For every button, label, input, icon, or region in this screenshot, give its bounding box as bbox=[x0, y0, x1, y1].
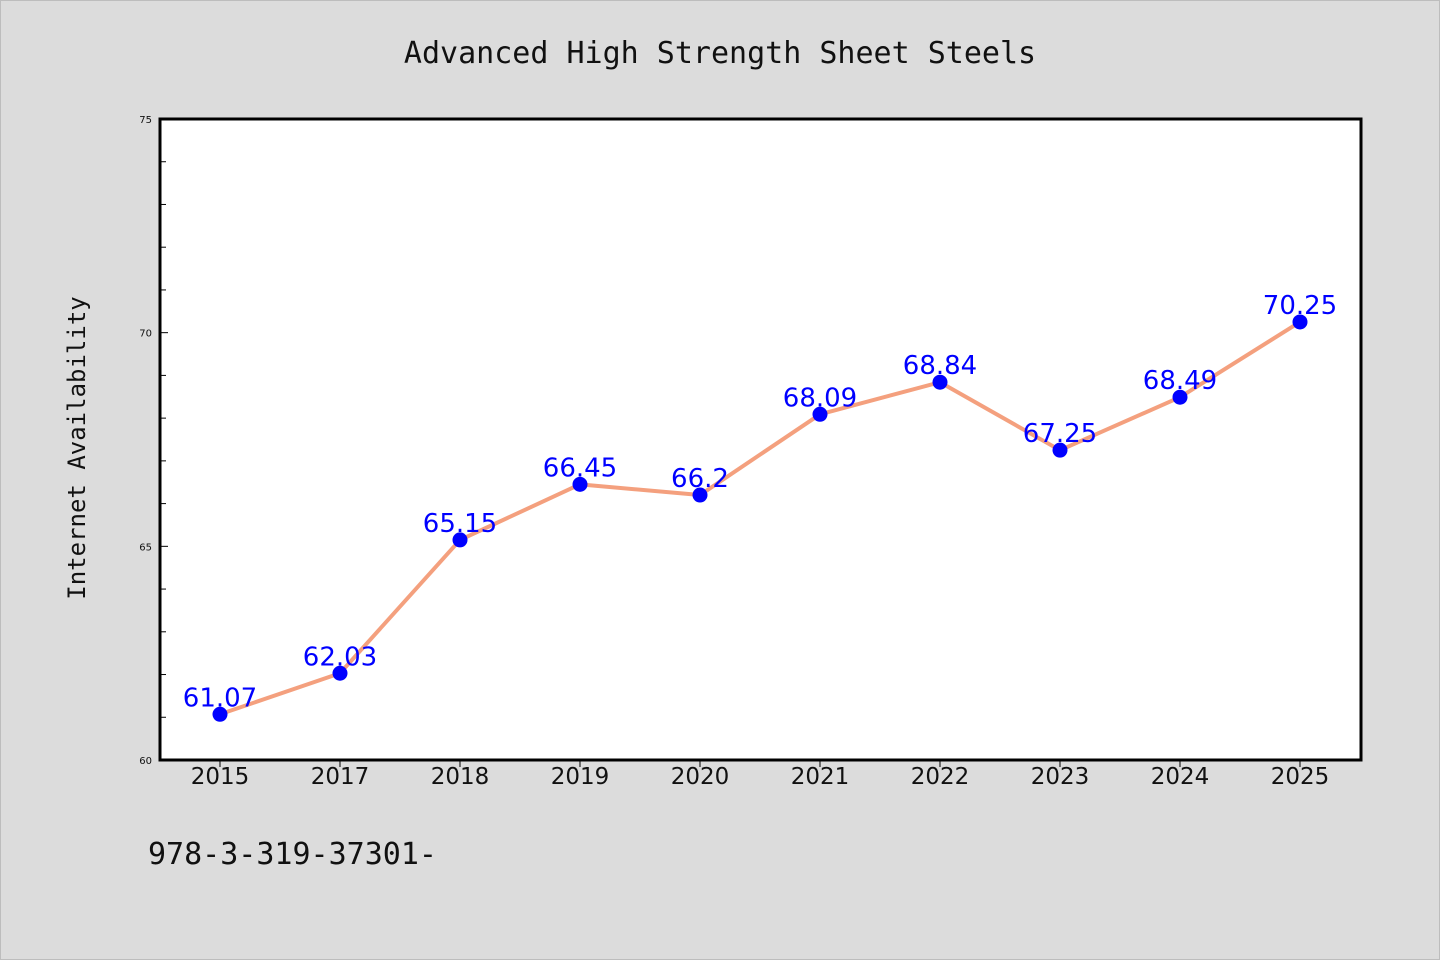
x-tick-label: 2019 bbox=[551, 764, 610, 790]
y-tick-label: 65 bbox=[139, 542, 152, 553]
footnote-text: 978-3-319-37301- bbox=[148, 837, 437, 872]
x-tick-label: 2020 bbox=[671, 764, 730, 790]
data-value-label: 68.49 bbox=[1143, 366, 1217, 396]
data-value-label: 66.45 bbox=[543, 453, 617, 483]
data-value-label: 68.84 bbox=[903, 351, 977, 381]
x-tick-label: 2021 bbox=[791, 764, 850, 790]
x-tick-label: 2015 bbox=[191, 764, 250, 790]
data-value-label: 66.2 bbox=[671, 464, 729, 494]
y-axis-label: Internet Availability bbox=[63, 296, 91, 599]
data-point-marker bbox=[572, 476, 588, 492]
chart-title: Advanced High Strength Sheet Steels bbox=[404, 36, 1036, 71]
data-point-marker bbox=[452, 532, 468, 548]
x-tick-label: 2018 bbox=[431, 764, 490, 790]
series-line bbox=[219, 320, 1302, 717]
x-tick-label: 2022 bbox=[911, 764, 970, 790]
x-tick-label: 2017 bbox=[311, 764, 370, 790]
data-value-label: 62.03 bbox=[303, 642, 377, 672]
data-point-marker bbox=[332, 665, 348, 681]
data-value-label: 67.25 bbox=[1023, 419, 1097, 449]
data-value-label: 65.15 bbox=[423, 509, 497, 539]
data-value-label: 68.09 bbox=[783, 383, 857, 413]
data-labels: 61.07 62.03 65.15 66.45 66.2 68.09 68.84 67.25 6… bbox=[183, 291, 1337, 713]
x-tick-label: 2024 bbox=[1151, 764, 1210, 790]
y-tick-label: 60 bbox=[139, 756, 152, 767]
series-polyline bbox=[219, 320, 1302, 717]
x-tick-label: 2025 bbox=[1271, 764, 1330, 790]
data-point-marker bbox=[932, 374, 948, 390]
data-value-label: 61.07 bbox=[183, 683, 257, 713]
data-point-marker bbox=[1172, 389, 1188, 405]
data-point-marker bbox=[1052, 442, 1068, 458]
data-point-marker bbox=[212, 706, 228, 722]
data-value-label: 70.25 bbox=[1263, 291, 1337, 321]
series-markers bbox=[212, 314, 1308, 722]
axis-ticks: 60 65 70 75 2015 2017 2018 2019 2020 2021 2022 2023… bbox=[139, 115, 1329, 790]
y-tick-label: 75 bbox=[139, 115, 152, 126]
y-tick-label: 70 bbox=[139, 329, 152, 340]
data-point-marker bbox=[1292, 314, 1308, 330]
x-tick-label: 2023 bbox=[1031, 764, 1090, 790]
data-point-marker bbox=[692, 487, 708, 503]
data-point-marker bbox=[812, 406, 828, 422]
